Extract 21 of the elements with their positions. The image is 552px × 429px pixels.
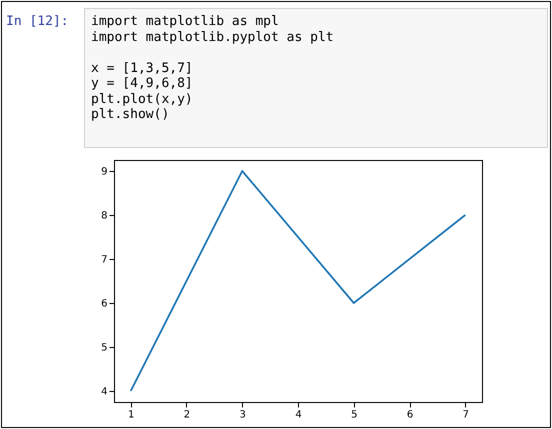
y-tick-label: 6	[101, 298, 108, 310]
x-tick-label: 2	[184, 410, 190, 420]
text: import matplotlib.pyplot as plt	[91, 30, 335, 45]
x-tick-label: 5	[351, 410, 358, 420]
text: import matplotlib as mpl	[91, 14, 280, 30]
x-tick-label: 7	[462, 410, 469, 420]
x-tick-label: 1	[128, 410, 134, 420]
text: In [12]:	[6, 14, 69, 29]
y-tick-label: 8	[101, 210, 108, 222]
y-tick-label: 7	[101, 254, 108, 266]
y-tick-label: 4	[101, 386, 108, 398]
x-tick-label: 4	[295, 410, 302, 420]
y-tick-label: 5	[101, 342, 108, 354]
text: y = [4,9,6,8]	[91, 76, 194, 92]
y-tick-label: 9	[101, 166, 108, 178]
x-tick-label: 6	[406, 410, 414, 420]
x-tick-label: 3	[240, 410, 246, 420]
text: x = [1,3,5,7]	[91, 60, 194, 76]
line-series	[130, 170, 466, 392]
text: plt.plot(x,y)	[91, 92, 194, 107]
text: plt.show()	[91, 107, 170, 122]
